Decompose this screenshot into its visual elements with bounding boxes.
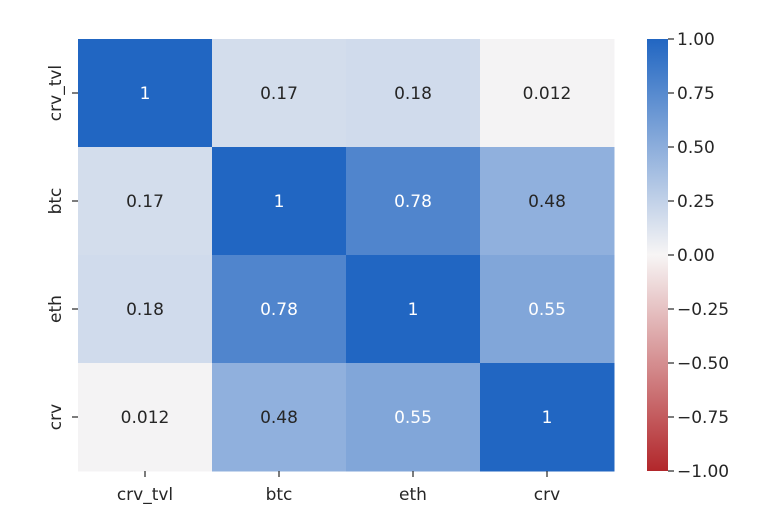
heatmap-cell (212, 363, 347, 472)
cell-annotation: 0.48 (260, 408, 298, 428)
colorbar-tick-label: −0.75 (677, 408, 729, 428)
y-tick-label: eth (46, 295, 66, 323)
colorbar-tick-label: 0.00 (677, 246, 715, 266)
cell-annotation: 0.18 (394, 84, 432, 104)
heatmap-cell (78, 255, 213, 364)
heatmap-cell (480, 147, 615, 256)
colorbar-tick-label: 1.00 (677, 30, 715, 50)
cell-annotation: 0.78 (260, 300, 298, 320)
colorbar-tick-label: 0.50 (677, 138, 715, 158)
heatmap-cell (78, 147, 213, 256)
cell-annotation: 1 (140, 84, 151, 104)
y-tick-label: btc (46, 188, 66, 215)
heatmap-cell (78, 39, 213, 148)
heatmap-cell (346, 255, 481, 364)
heatmap-cell (212, 255, 347, 364)
heatmap-cell (346, 39, 481, 148)
heatmap-cells (78, 39, 615, 472)
cell-annotation: 0.012 (523, 84, 572, 104)
colorbar-tick-label: 0.25 (677, 192, 715, 212)
cell-annotation: 0.18 (126, 300, 164, 320)
colorbar-tick-label: −0.50 (677, 354, 729, 374)
y-tick-label: crv_tvl (46, 65, 66, 121)
cell-annotation: 0.17 (260, 84, 298, 104)
heatmap-cell (346, 363, 481, 472)
colorbar-tick-label: −1.00 (677, 462, 729, 482)
heatmap-cell (78, 363, 213, 472)
cell-annotation: 1 (542, 408, 553, 428)
heatmap-annotations: 1 0.17 0.18 0.012 0.17 1 0.78 0.48 0.18 0.78 1 0.55… (121, 84, 572, 428)
cell-annotation: 0.48 (528, 192, 566, 212)
heatmap-cell (480, 39, 615, 148)
heatmap-cell (480, 255, 615, 364)
colorbar-tick-label: −0.25 (677, 300, 729, 320)
colorbar-gradient (647, 39, 668, 471)
cell-annotation: 1 (408, 300, 419, 320)
y-tick-label: crv (46, 404, 66, 430)
heatmap-cell (212, 147, 347, 256)
x-tick-label: crv (534, 485, 560, 505)
x-tick-label: crv_tvl (117, 485, 173, 505)
cell-annotation: 0.78 (394, 192, 432, 212)
cell-annotation: 0.17 (126, 192, 164, 212)
x-tick-label: eth (399, 485, 427, 505)
cell-annotation: 0.55 (528, 300, 566, 320)
cell-annotation: 0.55 (394, 408, 432, 428)
heatmap-cell (480, 363, 615, 472)
colorbar-tick-label: 0.75 (677, 84, 715, 104)
heatmap-cell (212, 39, 347, 148)
cell-annotation: 1 (274, 192, 285, 212)
colorbar: 1.00 0.75 0.50 0.25 0.00 −0.25 −0.50 −0.75 −1.00 (647, 30, 729, 482)
heatmap-cell (346, 147, 481, 256)
x-tick-label: btc (266, 485, 293, 505)
cell-annotation: 0.012 (121, 408, 170, 428)
x-axis-ticks: crv_tvl btc eth crv (117, 471, 560, 505)
